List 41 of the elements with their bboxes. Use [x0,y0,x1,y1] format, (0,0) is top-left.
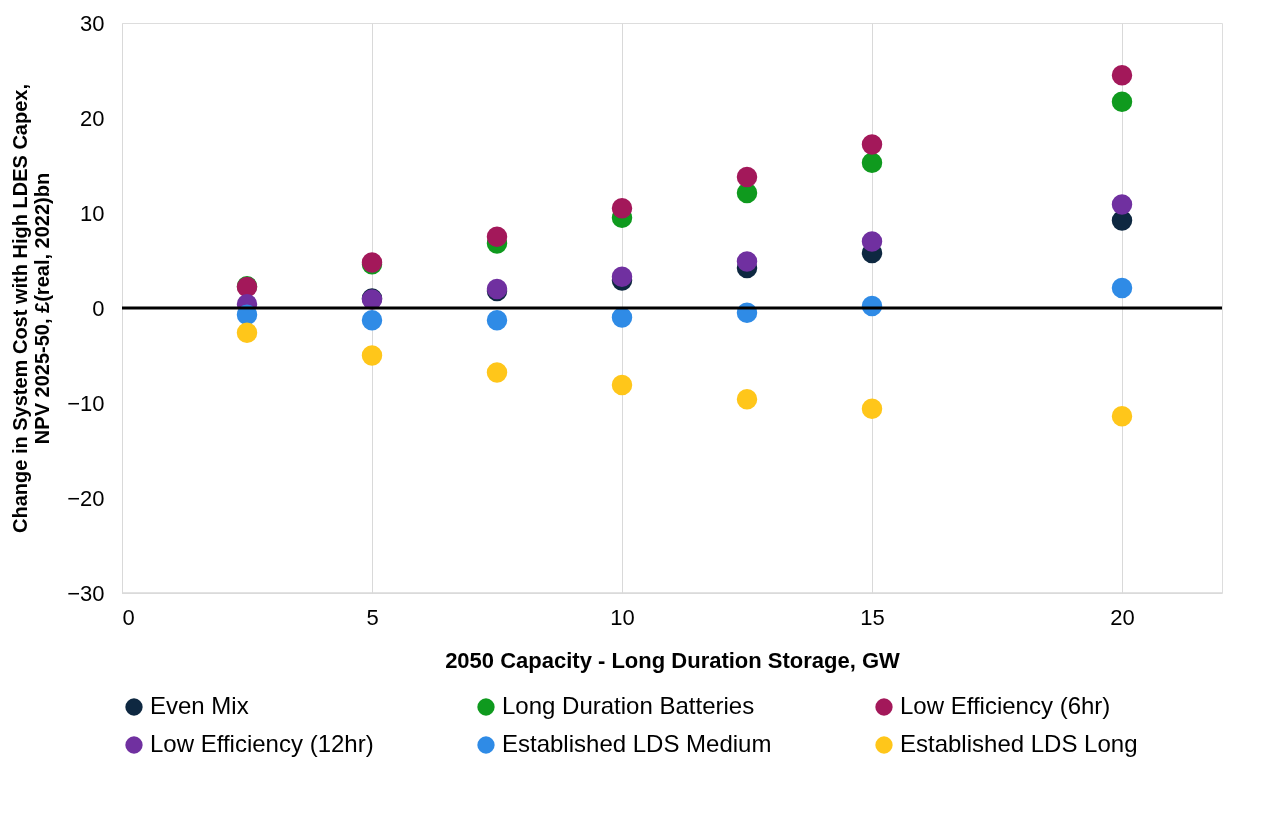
legend-label: Established LDS Medium [502,730,772,757]
point [1111,194,1133,215]
point [736,251,758,272]
point [861,231,883,252]
point [611,374,633,396]
x-axis-title: 2050 Capacity - Long Duration Storage, GW [445,647,901,673]
point [361,310,383,331]
x-tick-label: 0 [122,604,135,630]
y-tick-label: 0 [92,295,105,321]
point [611,307,633,328]
point [1111,65,1133,86]
point [736,388,758,410]
point [486,310,508,331]
point [486,362,508,383]
y-tick-label: 10 [80,200,105,226]
point [1111,406,1133,427]
y-tick-label: −30 [67,580,105,606]
legend-label: Established LDS Long [900,730,1138,757]
legend-label: Even Mix [150,692,249,719]
x-tick-label: 20 [1110,604,1135,630]
x-tick-label: 5 [366,604,379,630]
x-tick-label: 15 [860,604,885,630]
y-tick-label: 30 [80,10,105,36]
point [486,226,508,247]
point [611,198,633,219]
legend-label: Low Efficiency (12hr) [150,730,374,757]
point [861,398,883,419]
legend-label: Long Duration Batteries [502,692,755,719]
y-tick-label: −10 [67,390,105,416]
point [861,152,883,173]
point [736,166,758,188]
point [1111,277,1133,299]
y-axis-title: Change in System Cost with High LDES Capex, NPV 2025-50, £(real, 2022)bn [9,84,54,533]
y-tick-label: 20 [80,105,105,131]
x-tick-label: 10 [610,604,635,630]
point [361,345,383,366]
point [861,134,883,155]
legend-label: Low Efficiency (6hr) [900,692,1111,719]
point [1111,91,1133,113]
y-tick-label: −20 [67,485,105,511]
point [236,322,258,343]
